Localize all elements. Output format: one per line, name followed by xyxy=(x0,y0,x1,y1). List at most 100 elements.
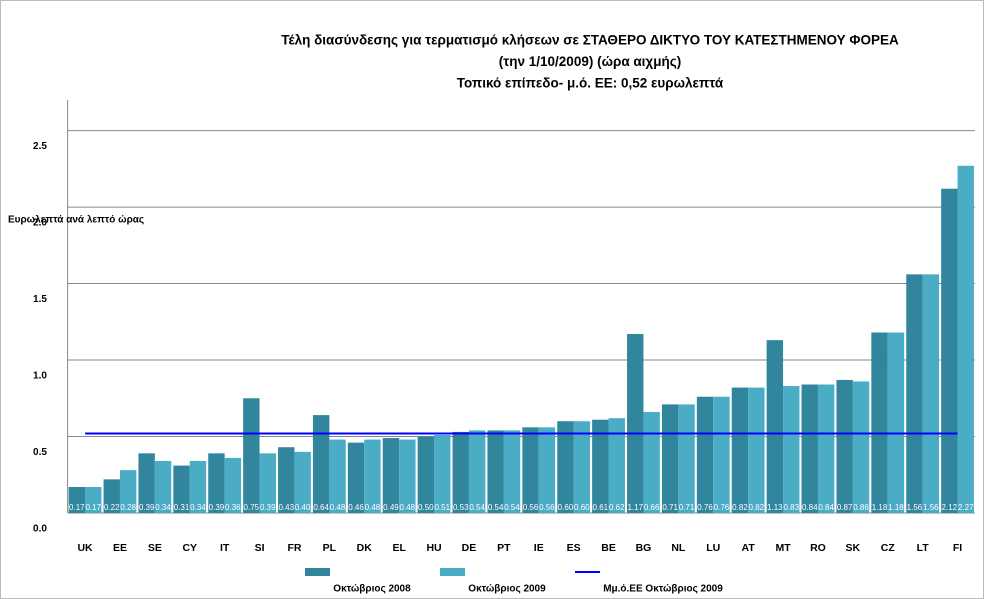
data-label: 0.22 xyxy=(104,503,120,512)
bar xyxy=(434,434,451,513)
data-label: 0.49 xyxy=(383,503,399,512)
data-label: 0.60 xyxy=(558,503,574,512)
data-label: 1.17 xyxy=(627,503,643,512)
bar xyxy=(713,396,730,513)
x-tick-label: UK xyxy=(77,542,93,554)
data-label: 0.84 xyxy=(818,503,834,512)
bar xyxy=(468,430,486,513)
data-label: 0.40 xyxy=(295,503,311,512)
x-tick-label: CY xyxy=(182,542,197,554)
bar xyxy=(817,384,835,513)
y-tick-label: 0.5 xyxy=(33,447,47,458)
data-label: 0.39 xyxy=(260,503,276,512)
data-label: 1.56 xyxy=(907,503,923,512)
bar xyxy=(661,404,679,513)
bar xyxy=(643,412,660,513)
bar xyxy=(608,418,625,513)
bar xyxy=(329,439,346,513)
x-tick-label: FR xyxy=(287,542,301,554)
data-label: 0.43 xyxy=(278,503,294,512)
data-label: 0.39 xyxy=(139,503,155,512)
x-tick-label: DE xyxy=(462,542,477,554)
bar xyxy=(783,386,800,513)
data-label: 0.56 xyxy=(523,503,539,512)
bar xyxy=(957,165,974,513)
data-label: 0.48 xyxy=(330,503,346,512)
x-tick-label: EE xyxy=(113,542,127,554)
data-label: 0.60 xyxy=(574,503,590,512)
data-label: 0.84 xyxy=(802,503,818,512)
bar xyxy=(573,421,591,513)
y-tick-label: 2.5 xyxy=(33,141,47,152)
bar xyxy=(85,486,102,513)
y-tick-label: 1.0 xyxy=(33,371,47,382)
bar xyxy=(382,438,400,513)
bar xyxy=(941,188,958,514)
x-tick-label: EL xyxy=(392,542,406,554)
y-tick-label: 0.0 xyxy=(33,524,47,535)
x-tick-label: SI xyxy=(255,542,265,554)
bar xyxy=(871,332,888,513)
data-label: 0.82 xyxy=(749,503,765,512)
x-tick-label: BG xyxy=(636,542,652,554)
x-tick-label: LT xyxy=(917,542,930,554)
bar xyxy=(208,453,225,513)
data-label: 0.56 xyxy=(539,503,555,512)
bar xyxy=(347,442,365,513)
x-tick-label: ES xyxy=(567,542,581,554)
data-label: 0.34 xyxy=(190,503,206,512)
y-tick-label: 1.5 xyxy=(33,294,47,305)
data-label: 0.54 xyxy=(488,503,504,512)
data-label: 0.61 xyxy=(593,503,609,512)
x-tick-label: LU xyxy=(706,542,720,554)
bar xyxy=(487,430,504,513)
bar xyxy=(887,332,905,513)
y-axis-title: Ευρωλεπτά ανά λεπτό ώρας xyxy=(8,215,144,226)
bar xyxy=(922,274,940,513)
bar xyxy=(852,381,870,513)
bar xyxy=(696,396,714,513)
bar xyxy=(731,387,749,513)
data-label: 0.17 xyxy=(85,503,101,512)
x-tick-label: RO xyxy=(810,542,826,554)
bar xyxy=(538,427,556,513)
bar xyxy=(119,470,137,513)
data-label: 0.50 xyxy=(418,503,434,512)
bar xyxy=(154,460,172,513)
chart-title: Τέλη διασύνδεσης για τερματισμό κλήσεων … xyxy=(281,33,899,48)
x-tick-label: CZ xyxy=(881,542,896,554)
data-label: 0.34 xyxy=(155,503,171,512)
data-label: 0.31 xyxy=(174,503,190,512)
bar xyxy=(678,404,695,513)
bar xyxy=(189,460,207,513)
bar xyxy=(592,419,609,513)
x-tick-label: IT xyxy=(220,542,230,554)
bar xyxy=(522,427,539,513)
bar xyxy=(399,439,416,513)
legend-label: Οκτώβριος 2008 xyxy=(333,584,411,595)
data-label: 0.64 xyxy=(313,503,329,512)
bar xyxy=(224,457,242,513)
data-label: 0.66 xyxy=(644,503,660,512)
x-tick-label: NL xyxy=(671,542,686,554)
bar xyxy=(503,430,521,513)
bar xyxy=(627,334,644,513)
bar xyxy=(748,387,765,513)
data-label: 0.54 xyxy=(469,503,485,512)
data-label: 1.18 xyxy=(872,503,888,512)
x-tick-label: DK xyxy=(357,542,373,554)
bar xyxy=(766,340,784,513)
data-label: 0.82 xyxy=(732,503,748,512)
data-label: 0.87 xyxy=(837,503,853,512)
bar xyxy=(801,384,818,513)
bar xyxy=(278,447,295,513)
legend-swatch xyxy=(305,568,330,576)
data-label: 0.53 xyxy=(453,503,469,512)
data-label: 0.51 xyxy=(434,503,450,512)
chart-title: (την 1/10/2009) (ώρα αιχμής) xyxy=(499,54,681,69)
legend-label: Μμ.ό.ΕΕ Οκτώβριος 2009 xyxy=(603,584,723,595)
bar xyxy=(836,379,853,513)
data-label: 2.12 xyxy=(942,503,958,512)
x-tick-label: BE xyxy=(601,542,616,554)
